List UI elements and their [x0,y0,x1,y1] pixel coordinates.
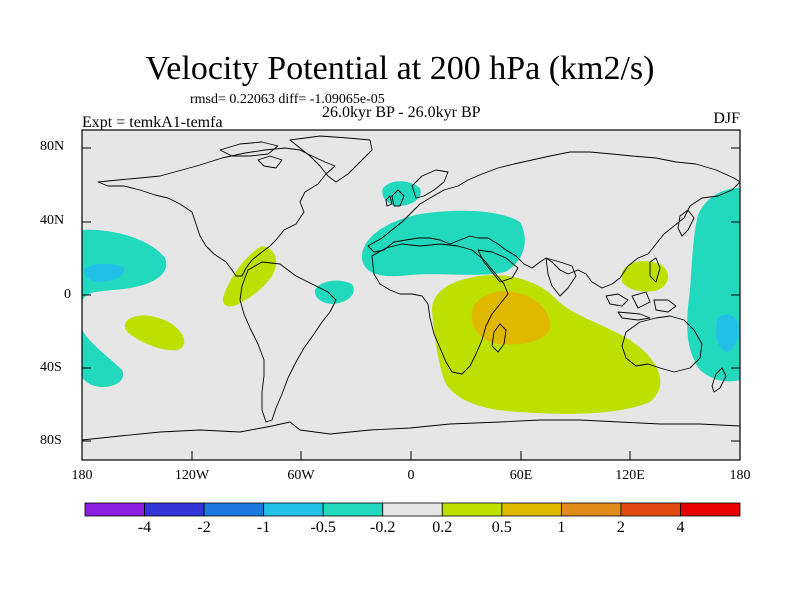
coastline-british-isles [385,189,405,207]
experiment-label: Expt = temkA1-temfa [82,114,223,131]
colorbar-swatch [680,502,741,517]
y-tick-label-0: 0 [64,287,71,302]
coastline-south-america [239,261,337,423]
colorbar-label: 2 [616,519,625,536]
colorbar-label: -0.2 [370,519,396,536]
colorbar [84,502,741,517]
colorbar-label: 0.5 [491,519,512,536]
contour-negative-atlantic-equator [314,280,354,304]
colorbar-swatch [322,502,384,517]
contour-cyan-pacific-east [716,314,739,352]
map-background [82,130,740,460]
colorbar-swatch [501,502,562,517]
coastline-new-zealand [711,367,727,393]
contour-positive-east-asia [622,261,669,292]
stats-line: rmsd= 0.22063 diff= -1.09065e-05 [190,92,385,107]
colorbar-swatch [620,502,681,517]
contour-fill-layer [82,181,740,414]
coastline-japan [677,209,695,237]
x-tick-label-60w: 60W [287,468,315,483]
contour-positive-south-america-north [222,246,277,307]
y-tick-label-40n: 40N [40,213,65,228]
coastline-north-america [97,147,336,277]
colorbar-label: -0.5 [310,519,336,536]
colorbar-label: -4 [137,519,152,536]
colorbar-label: 0.2 [432,519,453,536]
contour-orange-southeast-africa [471,291,551,345]
x-tick-label-0: 0 [407,468,415,483]
colorbar-label: -1 [256,519,271,536]
coastline-greenland [289,135,373,183]
colorbar-swatch [144,502,205,517]
colorbar-swatch [382,502,443,517]
coastline-africa [371,243,509,375]
coastline-madagascar [491,323,507,353]
x-tick-label-60e: 60E [509,468,533,483]
plot-title: Velocity Potential at 200 hPa (km2/s) [145,50,655,87]
coastline-scandinavia [411,169,449,199]
contour-negative-pacific-south [82,330,124,388]
coastlines [82,135,740,441]
x-tick-label-120e: 120E [615,468,645,483]
period-label: 26.0kyr BP - 26.0kyr BP [322,104,481,121]
coastline-eurasia [367,151,740,289]
contour-negative-pacific-west [82,229,167,300]
x-axis-ticks [81,451,741,460]
coastline-antarctica [82,419,740,441]
y-tick-label-80n: 80N [40,139,65,154]
colorbar-label: -2 [197,519,211,536]
coastline-arctic-islands [219,141,283,169]
coastline-philippines [649,257,661,283]
colorbar-label: 1 [557,519,566,536]
colorbar-swatch [560,502,622,517]
contour-cyan-pacific-west [84,263,125,282]
x-tick-label-180e: 180 [729,468,751,483]
y-tick-label-80s: 80S [40,433,62,448]
y-tick-label-40s: 40S [40,360,62,375]
coastline-arabia [477,249,519,283]
colorbar-swatch [441,502,503,517]
colorbar-label: 4 [676,519,685,536]
y-axis-ticks [82,147,740,442]
season-label: DJF [713,110,740,127]
coastline-australia [621,315,703,373]
coastline-india [545,257,577,297]
x-tick-label-120w: 120W [174,468,210,483]
colorbar-swatch [263,502,324,517]
contour-positive-south-pacific [124,315,185,351]
colorbar-swatch [84,502,145,517]
x-tick-label-180w: 180 [71,468,93,483]
colorbar-swatch [203,502,265,517]
coastline-indonesia [605,291,677,321]
